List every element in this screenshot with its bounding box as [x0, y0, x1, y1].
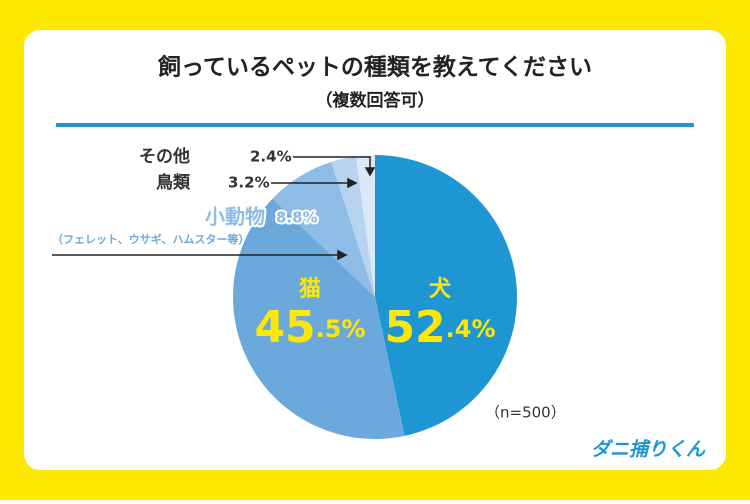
slice-name: 猫 — [299, 277, 321, 302]
slice-value-label: 8.8% — [276, 209, 318, 227]
arrow-head — [337, 249, 348, 261]
chart-title: 飼っているペットの種類を教えてください — [157, 54, 592, 81]
arrow-head — [364, 167, 376, 177]
annotation: （フェレット、ウサギ、ハムスター等） — [52, 232, 249, 246]
pie-slice — [331, 156, 375, 297]
slice-name: 鳥類 — [156, 172, 191, 193]
sample-note: （n=500） — [485, 404, 566, 422]
slice-value-label: 52.4% — [384, 302, 495, 353]
slice-value-label: 45.5% — [254, 302, 365, 353]
leader — [283, 156, 371, 170]
pie — [233, 155, 517, 439]
pie-slice — [375, 155, 517, 436]
pie-slice — [233, 198, 405, 439]
slice-name: その他 — [139, 146, 190, 167]
brand-logo: ダニ捕りくん — [591, 439, 706, 461]
pie-slice — [355, 155, 375, 297]
slice-name: 小動物 — [205, 205, 265, 229]
arrow-head — [347, 177, 358, 189]
pie-slice — [272, 161, 375, 297]
leaders — [52, 156, 376, 261]
slice-value-label: 2.4% — [250, 148, 292, 166]
slice-name: 犬 — [429, 277, 452, 302]
slice-value-label: 3.2% — [228, 174, 270, 192]
chart-subtitle: （複数回答可） — [316, 90, 435, 111]
